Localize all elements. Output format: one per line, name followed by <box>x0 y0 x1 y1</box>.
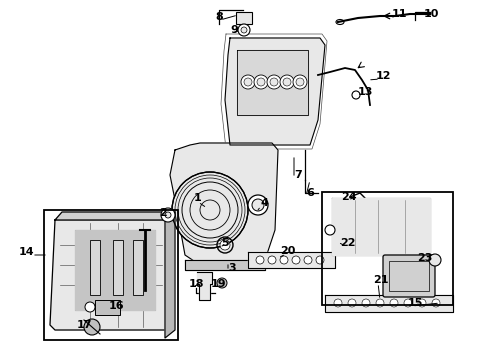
Text: 7: 7 <box>293 170 301 180</box>
Text: 17: 17 <box>76 320 92 330</box>
Circle shape <box>220 240 229 250</box>
Bar <box>44 210 178 340</box>
Circle shape <box>251 199 264 211</box>
Bar <box>388 261 428 291</box>
Bar <box>113 240 123 295</box>
Polygon shape <box>325 295 452 312</box>
Bar <box>133 240 142 295</box>
Bar <box>236 12 251 24</box>
Text: 24: 24 <box>341 192 356 202</box>
Text: 23: 23 <box>416 253 432 263</box>
Circle shape <box>280 75 293 89</box>
Text: 2: 2 <box>159 208 166 218</box>
Polygon shape <box>197 272 212 300</box>
Bar <box>90 240 100 295</box>
Circle shape <box>347 299 355 307</box>
Text: 10: 10 <box>423 9 438 19</box>
Circle shape <box>304 256 311 264</box>
Text: 21: 21 <box>372 275 388 285</box>
Text: 4: 4 <box>260 198 267 208</box>
Polygon shape <box>95 300 120 315</box>
Circle shape <box>361 299 369 307</box>
Circle shape <box>256 256 264 264</box>
Polygon shape <box>164 212 175 338</box>
Circle shape <box>428 254 440 266</box>
Circle shape <box>315 256 324 264</box>
Circle shape <box>280 256 287 264</box>
Circle shape <box>351 91 359 99</box>
Polygon shape <box>55 212 175 220</box>
Text: 9: 9 <box>229 25 238 35</box>
Text: 16: 16 <box>109 301 124 311</box>
Polygon shape <box>331 198 429 255</box>
Circle shape <box>266 75 281 89</box>
Circle shape <box>253 75 267 89</box>
Circle shape <box>292 75 306 89</box>
Text: 22: 22 <box>340 238 355 248</box>
Text: 3: 3 <box>228 263 235 273</box>
Text: 14: 14 <box>19 247 35 257</box>
Text: 19: 19 <box>211 279 226 289</box>
Text: 18: 18 <box>188 279 203 289</box>
Circle shape <box>325 225 334 235</box>
Polygon shape <box>184 260 264 270</box>
Text: 15: 15 <box>407 298 422 308</box>
Polygon shape <box>170 143 278 265</box>
Circle shape <box>85 302 95 312</box>
Circle shape <box>238 24 249 36</box>
Circle shape <box>241 27 246 33</box>
Circle shape <box>172 172 247 248</box>
Circle shape <box>389 299 397 307</box>
Polygon shape <box>224 38 325 145</box>
Polygon shape <box>247 252 334 268</box>
Circle shape <box>164 212 171 218</box>
Circle shape <box>244 78 251 86</box>
Circle shape <box>84 319 100 335</box>
Text: 1: 1 <box>194 193 202 203</box>
Text: 20: 20 <box>280 246 295 256</box>
Text: 5: 5 <box>221 238 228 248</box>
Text: 12: 12 <box>374 71 390 81</box>
Polygon shape <box>237 50 307 115</box>
Text: 13: 13 <box>357 87 372 97</box>
Circle shape <box>217 278 226 288</box>
Text: 6: 6 <box>305 188 313 198</box>
Circle shape <box>295 78 304 86</box>
Circle shape <box>375 299 383 307</box>
Circle shape <box>269 78 278 86</box>
Text: 8: 8 <box>215 12 223 22</box>
Text: 11: 11 <box>390 9 406 19</box>
Circle shape <box>403 299 411 307</box>
Bar <box>321 192 452 305</box>
Circle shape <box>291 256 299 264</box>
Circle shape <box>161 208 175 222</box>
Circle shape <box>283 78 290 86</box>
Circle shape <box>417 299 425 307</box>
Circle shape <box>333 299 341 307</box>
Polygon shape <box>50 220 170 330</box>
Circle shape <box>247 195 267 215</box>
Circle shape <box>257 78 264 86</box>
Polygon shape <box>75 230 155 310</box>
FancyBboxPatch shape <box>382 255 434 297</box>
Circle shape <box>267 256 275 264</box>
Circle shape <box>431 299 439 307</box>
Circle shape <box>241 75 254 89</box>
